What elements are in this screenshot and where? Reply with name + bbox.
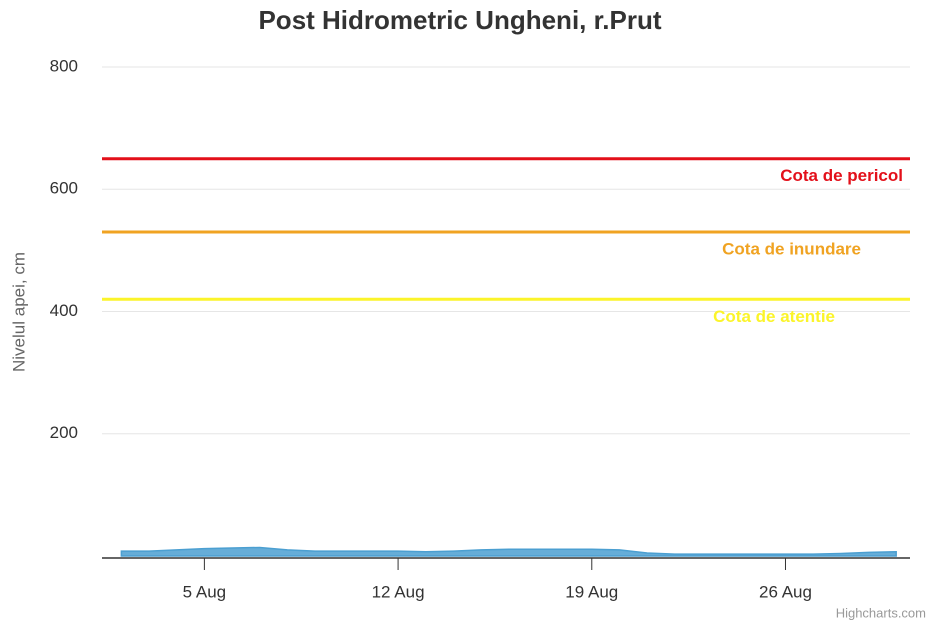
plot-line-label: Cota de atentie <box>713 307 835 326</box>
area <box>120 546 897 557</box>
plot-line-label: Cota de inundare <box>722 240 861 259</box>
y-axis-label: Nivelul apei, cm <box>9 252 28 372</box>
x-tick-label: 5 Aug <box>183 582 227 601</box>
x-tick-label: 26 Aug <box>759 582 812 601</box>
y-tick-label: 800 <box>50 56 78 75</box>
credits: Highcharts.com <box>836 605 926 620</box>
x-tick-label: 12 Aug <box>372 582 425 601</box>
plot-line-label: Cota de pericol <box>780 166 903 185</box>
y-tick-label: 200 <box>50 423 78 442</box>
x-tick-label: 19 Aug <box>565 582 618 601</box>
y-tick-label: 400 <box>50 301 78 320</box>
chart-title: Post Hidrometric Ungheni, r.Prut <box>258 5 661 35</box>
y-tick-label: 600 <box>50 179 78 198</box>
